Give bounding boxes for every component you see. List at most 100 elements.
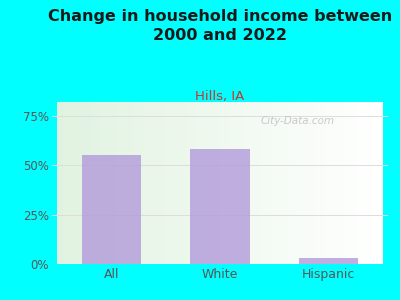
Bar — [106, 102, 108, 264]
Bar — [350, 102, 352, 264]
Bar — [240, 102, 241, 264]
Bar — [252, 102, 254, 264]
Bar — [197, 102, 199, 264]
Bar — [254, 102, 256, 264]
Bar — [379, 102, 381, 264]
Bar — [371, 102, 373, 264]
Bar — [184, 102, 186, 264]
Bar — [226, 102, 228, 264]
Bar — [248, 102, 249, 264]
Bar — [259, 102, 261, 264]
Bar — [262, 102, 264, 264]
Bar — [82, 155, 142, 264]
Bar — [118, 102, 119, 264]
Bar — [295, 102, 296, 264]
Bar — [196, 102, 197, 264]
Bar — [342, 102, 344, 264]
Bar — [298, 258, 358, 264]
Bar — [108, 102, 110, 264]
Bar — [374, 102, 376, 264]
Text: Hills, IA: Hills, IA — [195, 90, 245, 103]
Bar — [264, 102, 266, 264]
Bar — [80, 102, 82, 264]
Bar — [324, 102, 326, 264]
Bar — [249, 102, 251, 264]
Bar — [110, 102, 111, 264]
Bar — [303, 102, 304, 264]
Bar — [148, 102, 150, 264]
Bar — [362, 102, 363, 264]
Bar — [176, 102, 178, 264]
Bar — [204, 102, 205, 264]
Bar — [59, 102, 61, 264]
Bar — [366, 102, 368, 264]
Bar — [61, 102, 62, 264]
Bar — [282, 102, 284, 264]
Bar — [82, 102, 84, 264]
Bar — [241, 102, 243, 264]
Bar — [98, 102, 100, 264]
Bar — [314, 102, 316, 264]
Bar — [352, 102, 353, 264]
Bar — [114, 102, 116, 264]
Bar — [231, 102, 233, 264]
Bar — [256, 102, 257, 264]
Bar — [200, 102, 202, 264]
Text: City-Data.com: City-Data.com — [260, 116, 334, 126]
Bar — [192, 102, 194, 264]
Bar — [129, 102, 130, 264]
Bar — [190, 149, 250, 264]
Bar — [293, 102, 295, 264]
Bar — [370, 102, 371, 264]
Bar — [85, 102, 87, 264]
Bar — [122, 102, 124, 264]
Bar — [261, 102, 262, 264]
Bar — [194, 102, 196, 264]
Bar — [310, 102, 311, 264]
Bar — [136, 102, 137, 264]
Bar — [284, 102, 285, 264]
Bar — [207, 102, 209, 264]
Bar — [100, 102, 101, 264]
Bar — [278, 102, 280, 264]
Bar — [306, 102, 308, 264]
Bar — [292, 102, 293, 264]
Bar — [137, 102, 139, 264]
Bar — [344, 102, 345, 264]
Bar — [165, 102, 166, 264]
Bar — [95, 102, 96, 264]
Bar — [251, 102, 252, 264]
Bar — [124, 102, 126, 264]
Bar — [116, 102, 118, 264]
Bar — [376, 102, 378, 264]
Bar — [355, 102, 356, 264]
Bar — [158, 102, 160, 264]
Bar — [147, 102, 148, 264]
Bar — [191, 102, 192, 264]
Bar — [244, 102, 246, 264]
Bar — [218, 102, 220, 264]
Bar — [127, 102, 129, 264]
Bar — [132, 102, 134, 264]
Bar — [316, 102, 318, 264]
Bar — [166, 102, 168, 264]
Bar — [119, 102, 121, 264]
Bar — [280, 102, 282, 264]
Bar — [290, 102, 292, 264]
Bar — [345, 102, 347, 264]
Bar — [217, 102, 218, 264]
Bar — [353, 102, 355, 264]
Bar — [72, 102, 74, 264]
Bar — [378, 102, 379, 264]
Bar — [313, 102, 314, 264]
Bar — [87, 102, 88, 264]
Bar — [74, 102, 75, 264]
Bar — [144, 102, 145, 264]
Bar — [92, 102, 93, 264]
Bar — [205, 102, 207, 264]
Bar — [348, 102, 350, 264]
Bar — [243, 102, 244, 264]
Bar — [199, 102, 200, 264]
Bar — [168, 102, 170, 264]
Bar — [142, 102, 144, 264]
